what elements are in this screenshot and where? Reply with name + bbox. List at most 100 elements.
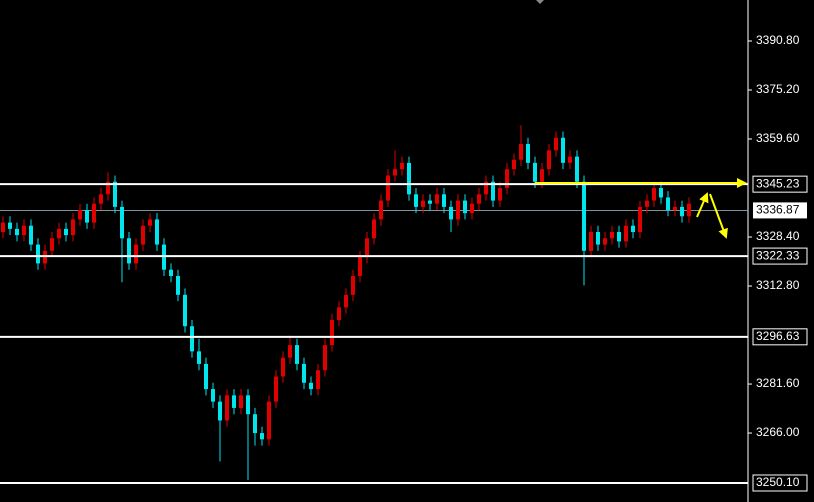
last-price-box (753, 202, 807, 219)
candle-body (463, 200, 467, 214)
candle-body (29, 225, 33, 245)
candle-body (540, 169, 544, 182)
candle-body (141, 225, 145, 245)
candle-body (43, 250, 47, 264)
y-tick-label: 3390.80 (756, 33, 800, 47)
annotations (535, 178, 747, 239)
y-tick-label: 3328.40 (756, 229, 800, 243)
candle-body (183, 294, 187, 327)
candle-body (659, 188, 663, 198)
candle-body (526, 144, 530, 163)
candle-body (99, 194, 103, 204)
candle-body (113, 181, 117, 207)
scroll-marker (536, 0, 544, 4)
candle-body (176, 275, 180, 295)
candle-body (267, 401, 271, 440)
candle-body (218, 401, 222, 421)
candle-body (323, 345, 327, 371)
candle-body (442, 194, 446, 207)
level-label: 3322.33 (756, 248, 800, 262)
candle-body (8, 222, 12, 229)
candle-body (211, 389, 215, 402)
level-label-box (752, 175, 808, 193)
candle-body (120, 206, 124, 239)
candle-body (127, 238, 131, 264)
candle-body (687, 203, 691, 217)
candle-body (477, 194, 481, 204)
candle-body (22, 225, 26, 236)
candle-body (190, 326, 194, 352)
candle-body (617, 231, 621, 242)
candle-body (386, 175, 390, 201)
candle-body (372, 219, 376, 239)
y-tick-label: 3375.20 (756, 82, 800, 96)
candle-body (491, 181, 495, 201)
plot-area (0, 125, 748, 481)
candle-body (498, 188, 502, 201)
candle-body (533, 162, 537, 182)
candle-body (484, 181, 488, 195)
candle-body (1, 222, 5, 232)
arrow (709, 193, 728, 239)
candle-body (330, 319, 334, 346)
candle-body (246, 395, 250, 415)
candle-body (106, 181, 110, 195)
candle-body (666, 197, 670, 211)
candle-body (57, 228, 61, 239)
candle-body (15, 228, 19, 236)
candle-body (596, 231, 600, 245)
level-label-box (752, 328, 808, 346)
candle-body (288, 345, 292, 358)
candle-body (645, 200, 649, 207)
candle-body (365, 238, 369, 258)
candle-body (421, 200, 425, 207)
candle-body (414, 194, 418, 207)
candle-body (393, 169, 397, 176)
candle-body (470, 203, 474, 214)
level-label: 3296.63 (756, 329, 800, 343)
level-label-box (752, 474, 808, 492)
candle-body (50, 238, 54, 251)
candle-body (449, 206, 453, 220)
y-tick-label: 3359.60 (756, 131, 800, 145)
candle-body (71, 219, 75, 236)
candle-body (36, 244, 40, 264)
candle-body (603, 238, 607, 245)
candle-body (400, 162, 404, 170)
candle-body (78, 210, 82, 220)
candle-body (358, 257, 362, 276)
candle-body (232, 395, 236, 408)
candle-body (274, 376, 278, 402)
candle-body (512, 159, 516, 170)
candle-body (561, 137, 565, 163)
level-label: 3250.10 (756, 475, 800, 489)
candle-body (239, 395, 243, 408)
candle-body (456, 200, 460, 220)
y-tick-label: 3266.00 (756, 425, 800, 439)
candle-body (673, 206, 677, 211)
candle-body (351, 275, 355, 295)
candle-body (624, 225, 628, 242)
candle-body (344, 294, 348, 308)
candle-body (589, 231, 593, 251)
level-label-box (752, 247, 808, 265)
candle-body (554, 137, 558, 151)
candle-body (680, 206, 684, 217)
candle-body (547, 150, 551, 170)
candle-body (134, 244, 138, 264)
y-tick-label: 3281.60 (756, 376, 800, 390)
candle-body (148, 219, 152, 226)
candle-body (631, 225, 635, 232)
candle-body (92, 203, 96, 223)
candle-body (162, 244, 166, 270)
candle-body (253, 414, 257, 434)
candle-body (505, 169, 509, 189)
candle-body (568, 156, 572, 163)
candle-body (519, 144, 523, 160)
candle-body (582, 181, 586, 251)
candle-body (197, 351, 201, 364)
candle-body (638, 206, 642, 232)
candle-body (379, 200, 383, 220)
candle-body (204, 363, 208, 390)
